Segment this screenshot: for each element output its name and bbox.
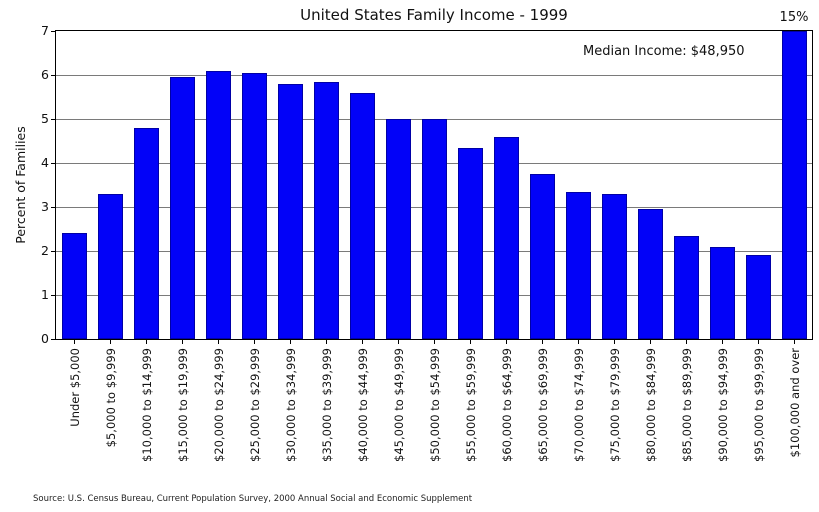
x-tick-mark (650, 340, 651, 344)
x-tick-mark (110, 340, 111, 344)
bar (313, 81, 339, 339)
gridline (56, 75, 812, 76)
bar (601, 193, 627, 339)
chart-title: United States Family Income - 1999 (300, 6, 568, 24)
x-tick-mark (326, 340, 327, 344)
y-tick-label: 2 (41, 243, 49, 258)
source-note: Source: U.S. Census Bureau, Current Popu… (33, 494, 473, 504)
bar (169, 77, 195, 339)
y-tick-mark (51, 295, 55, 296)
bar (745, 255, 771, 339)
plot-area: Median Income: $48,950 (55, 30, 813, 340)
bar (349, 92, 375, 339)
bar (709, 246, 735, 339)
bar (61, 233, 87, 339)
x-tick-label: Under $5,000 (67, 348, 82, 427)
x-tick-mark (398, 340, 399, 344)
y-axis-title: Percent of Families (13, 126, 28, 244)
x-tick-label: $100,000 and over (787, 348, 802, 458)
x-tick-mark (254, 340, 255, 344)
y-tick-label: 1 (41, 287, 49, 302)
x-tick-label: $65,000 to $69,999 (535, 348, 550, 462)
x-tick-mark (290, 340, 291, 344)
bar (529, 174, 555, 339)
x-tick-mark (470, 340, 471, 344)
x-tick-mark (506, 340, 507, 344)
bar (385, 119, 411, 339)
x-tick-mark (362, 340, 363, 344)
y-tick-label: 0 (41, 331, 49, 346)
bar (421, 119, 447, 339)
clipped-bar-value-label: 15% (779, 10, 809, 25)
x-tick-mark (794, 340, 795, 344)
x-tick-mark (614, 340, 615, 344)
bar (565, 191, 591, 339)
x-tick-label: $50,000 to $54,999 (427, 348, 442, 462)
x-tick-label: $15,000 to $19,999 (175, 348, 190, 462)
y-tick-label: 7 (41, 23, 49, 38)
bar (637, 209, 663, 339)
bar (97, 193, 123, 339)
x-tick-label: $90,000 to $94,999 (715, 348, 730, 462)
x-tick-mark (578, 340, 579, 344)
x-tick-mark (182, 340, 183, 344)
bar (781, 31, 807, 339)
bar (133, 127, 159, 339)
y-tick-mark (51, 163, 55, 164)
x-tick-mark (74, 340, 75, 344)
bar (205, 70, 231, 339)
x-tick-mark (686, 340, 687, 344)
y-tick-label: 4 (41, 155, 49, 170)
x-tick-label: $70,000 to $74,999 (571, 348, 586, 462)
x-tick-label: $25,000 to $29,999 (247, 348, 262, 462)
x-tick-label: $85,000 to $89,999 (679, 348, 694, 462)
x-tick-label: $10,000 to $14,999 (139, 348, 154, 462)
x-tick-mark (722, 340, 723, 344)
x-tick-mark (758, 340, 759, 344)
x-tick-label: $55,000 to $59,999 (463, 348, 478, 462)
x-tick-label: $95,000 to $99,999 (751, 348, 766, 462)
bar (277, 83, 303, 339)
y-tick-label: 3 (41, 199, 49, 214)
x-tick-label: $40,000 to $44,999 (355, 348, 370, 462)
x-tick-mark (218, 340, 219, 344)
y-tick-mark (51, 251, 55, 252)
bar (241, 72, 267, 339)
x-tick-label: $5,000 to $9,999 (103, 348, 118, 448)
x-tick-label: $80,000 to $84,999 (643, 348, 658, 462)
x-tick-label: $75,000 to $79,999 (607, 348, 622, 462)
y-tick-mark (51, 339, 55, 340)
y-tick-mark (51, 31, 55, 32)
x-tick-label: $20,000 to $24,999 (211, 348, 226, 462)
y-tick-mark (51, 119, 55, 120)
x-tick-label: $45,000 to $49,999 (391, 348, 406, 462)
x-tick-mark (146, 340, 147, 344)
x-tick-mark (542, 340, 543, 344)
bar (493, 136, 519, 339)
bar (673, 235, 699, 339)
y-tick-label: 6 (41, 67, 49, 82)
x-tick-label: $30,000 to $34,999 (283, 348, 298, 462)
bar (457, 147, 483, 339)
x-tick-label: $35,000 to $39,999 (319, 348, 334, 462)
median-income-annotation: Median Income: $48,950 (583, 44, 745, 59)
x-tick-label: $60,000 to $64,999 (499, 348, 514, 462)
x-tick-mark (434, 340, 435, 344)
y-tick-mark (51, 75, 55, 76)
y-tick-mark (51, 207, 55, 208)
y-tick-label: 5 (41, 111, 49, 126)
